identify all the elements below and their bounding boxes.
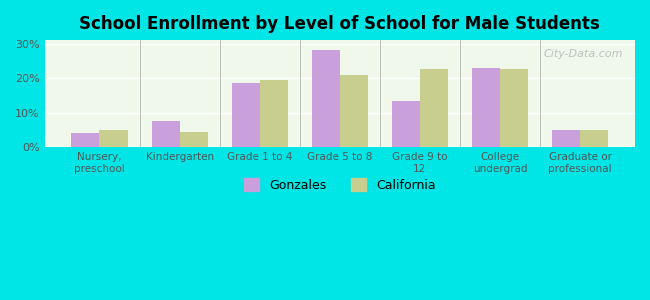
- Title: School Enrollment by Level of School for Male Students: School Enrollment by Level of School for…: [79, 15, 600, 33]
- Bar: [179, 132, 207, 147]
- Bar: [552, 130, 580, 147]
- Bar: [340, 75, 368, 147]
- Text: City-Data.com: City-Data.com: [543, 49, 623, 59]
- Bar: [99, 130, 127, 147]
- Bar: [500, 70, 528, 147]
- Bar: [580, 130, 608, 147]
- Bar: [72, 133, 99, 147]
- Bar: [472, 68, 500, 147]
- Legend: Gonzales, California: Gonzales, California: [239, 173, 441, 196]
- Bar: [312, 50, 340, 147]
- Bar: [151, 121, 179, 147]
- Bar: [260, 80, 288, 147]
- Bar: [231, 83, 260, 147]
- Bar: [392, 100, 420, 147]
- Bar: [420, 70, 448, 147]
